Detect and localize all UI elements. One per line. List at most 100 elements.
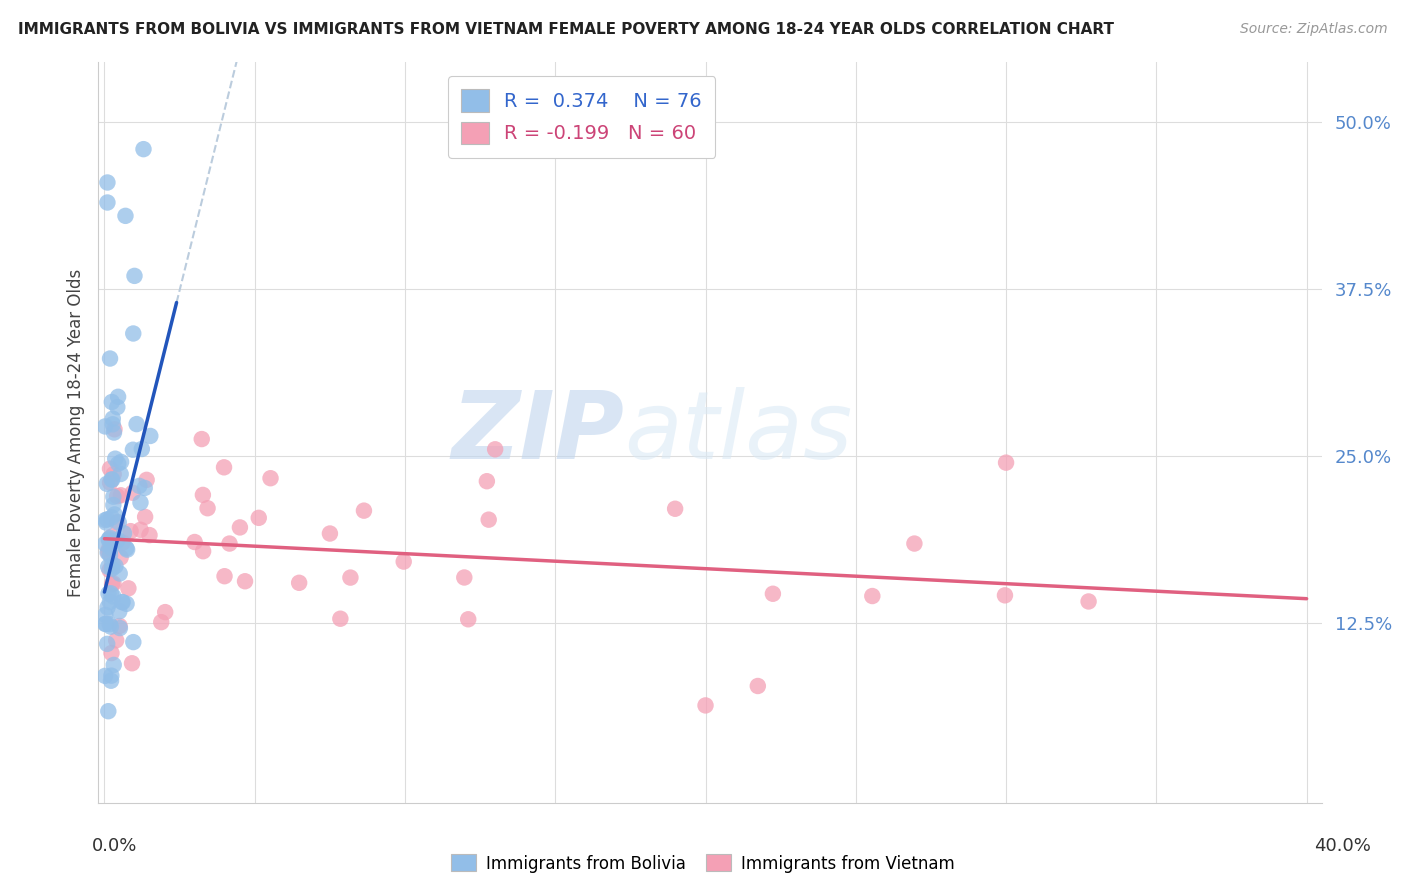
Point xyxy=(110,455,132,469)
Point xyxy=(139,429,162,443)
Point xyxy=(339,571,361,585)
Point xyxy=(101,417,124,432)
Point xyxy=(103,657,125,672)
Point xyxy=(97,545,120,559)
Point xyxy=(98,563,121,577)
Point xyxy=(103,422,125,436)
Point xyxy=(111,535,134,549)
Point xyxy=(132,142,155,156)
Point xyxy=(128,479,150,493)
Point xyxy=(97,587,120,601)
Point xyxy=(98,531,121,545)
Point xyxy=(190,432,212,446)
Point xyxy=(108,619,131,633)
Point xyxy=(94,537,117,551)
Point xyxy=(94,616,117,631)
Point xyxy=(115,597,138,611)
Point xyxy=(97,600,120,615)
Point xyxy=(994,588,1017,602)
Text: IMMIGRANTS FROM BOLIVIA VS IMMIGRANTS FROM VIETNAM FEMALE POVERTY AMONG 18-24 YE: IMMIGRANTS FROM BOLIVIA VS IMMIGRANTS FR… xyxy=(18,22,1115,37)
Point xyxy=(134,481,156,495)
Point xyxy=(329,612,352,626)
Point xyxy=(107,533,129,547)
Point xyxy=(97,546,120,560)
Point xyxy=(475,474,498,488)
Point xyxy=(664,501,686,516)
Point xyxy=(108,566,131,581)
Point xyxy=(97,559,120,574)
Point xyxy=(995,456,1018,470)
Point xyxy=(120,524,142,538)
Legend: Immigrants from Bolivia, Immigrants from Vietnam: Immigrants from Bolivia, Immigrants from… xyxy=(444,847,962,880)
Point xyxy=(478,513,501,527)
Point xyxy=(1077,594,1099,608)
Point xyxy=(101,395,124,409)
Point xyxy=(110,488,132,502)
Point xyxy=(457,612,479,626)
Point xyxy=(100,473,122,487)
Point xyxy=(191,544,214,558)
Point xyxy=(94,513,117,527)
Point xyxy=(104,508,127,522)
Point xyxy=(903,536,925,550)
Point xyxy=(105,489,128,503)
Point xyxy=(214,569,236,583)
Point xyxy=(392,555,415,569)
Point xyxy=(110,550,132,565)
Point xyxy=(100,586,122,600)
Point xyxy=(122,442,145,457)
Point xyxy=(135,473,157,487)
Text: Source: ZipAtlas.com: Source: ZipAtlas.com xyxy=(1240,22,1388,37)
Point xyxy=(96,637,118,651)
Point xyxy=(96,176,118,190)
Point xyxy=(484,442,506,457)
Point xyxy=(191,488,214,502)
Point xyxy=(98,461,121,475)
Point xyxy=(98,351,121,366)
Text: 40.0%: 40.0% xyxy=(1315,837,1371,855)
Point xyxy=(94,419,117,434)
Point xyxy=(121,485,143,500)
Point xyxy=(105,534,128,549)
Point xyxy=(121,657,143,671)
Text: 0.0%: 0.0% xyxy=(91,837,136,855)
Point xyxy=(453,570,475,584)
Point xyxy=(103,576,125,591)
Point xyxy=(97,704,120,718)
Point xyxy=(108,604,131,618)
Point xyxy=(101,534,124,549)
Point xyxy=(131,442,153,456)
Point xyxy=(122,326,145,341)
Point xyxy=(107,390,129,404)
Point xyxy=(103,490,125,504)
Point xyxy=(107,516,129,530)
Point xyxy=(125,417,148,431)
Point xyxy=(183,535,205,549)
Text: ZIP: ZIP xyxy=(451,386,624,479)
Point xyxy=(97,533,120,548)
Point xyxy=(110,467,132,481)
Point xyxy=(115,541,138,556)
Point xyxy=(288,575,311,590)
Point xyxy=(103,425,125,440)
Point xyxy=(105,633,128,648)
Point xyxy=(122,635,145,649)
Point xyxy=(150,615,173,629)
Point xyxy=(117,582,139,596)
Point xyxy=(218,536,240,550)
Point xyxy=(134,509,156,524)
Point xyxy=(129,523,152,537)
Point xyxy=(114,209,136,223)
Point xyxy=(747,679,769,693)
Point xyxy=(100,646,122,660)
Point xyxy=(94,669,117,683)
Point xyxy=(101,562,124,576)
Point xyxy=(101,411,124,425)
Point xyxy=(97,532,120,546)
Point xyxy=(138,528,160,542)
Point xyxy=(111,595,134,609)
Point xyxy=(695,698,717,713)
Point xyxy=(259,471,281,485)
Point xyxy=(96,476,118,491)
Point xyxy=(105,400,128,414)
